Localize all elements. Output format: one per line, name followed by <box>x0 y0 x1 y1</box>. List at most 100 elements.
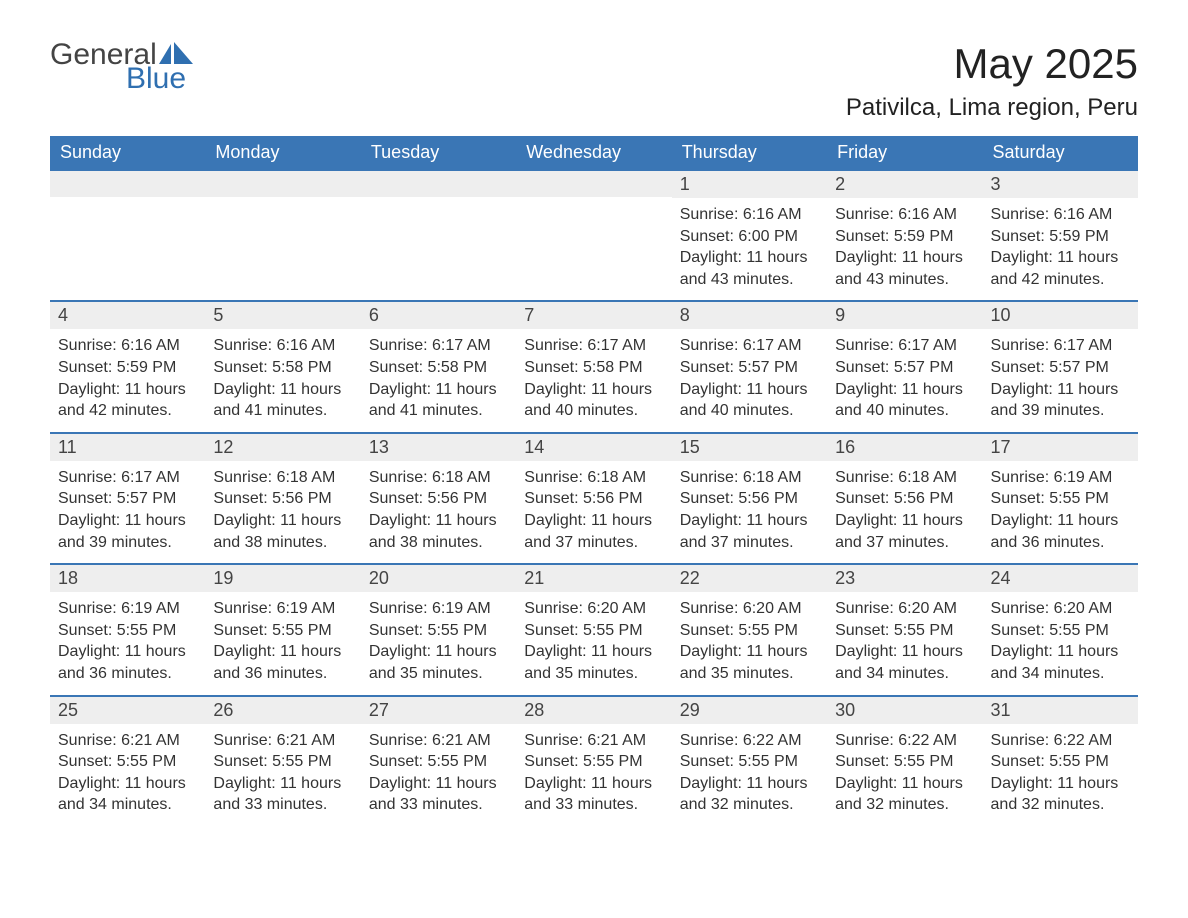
daylight-text: Daylight: 11 hours and 40 minutes. <box>524 379 663 422</box>
weekday-header: Tuesday <box>361 136 516 169</box>
month-title: May 2025 <box>846 40 1138 88</box>
sunset-text: Sunset: 5:55 PM <box>524 751 663 773</box>
sunset-text: Sunset: 5:55 PM <box>369 620 508 642</box>
daylight-text: Daylight: 11 hours and 33 minutes. <box>213 773 352 816</box>
sunrise-text: Sunrise: 6:17 AM <box>369 335 508 357</box>
day-cell: 17Sunrise: 6:19 AMSunset: 5:55 PMDayligh… <box>983 434 1138 563</box>
day-number: 26 <box>205 697 360 724</box>
day-cell: 21Sunrise: 6:20 AMSunset: 5:55 PMDayligh… <box>516 565 671 694</box>
sunrise-text: Sunrise: 6:20 AM <box>991 598 1130 620</box>
day-number: 4 <box>50 302 205 329</box>
day-number <box>361 171 516 197</box>
day-number: 5 <box>205 302 360 329</box>
sunset-text: Sunset: 5:55 PM <box>835 620 974 642</box>
day-number: 6 <box>361 302 516 329</box>
week-row: 25Sunrise: 6:21 AMSunset: 5:55 PMDayligh… <box>50 695 1138 826</box>
day-cell: 9Sunrise: 6:17 AMSunset: 5:57 PMDaylight… <box>827 302 982 431</box>
daylight-text: Daylight: 11 hours and 39 minutes. <box>58 510 197 553</box>
day-details: Sunrise: 6:18 AMSunset: 5:56 PMDaylight:… <box>205 461 360 563</box>
day-number: 2 <box>827 171 982 198</box>
day-details: Sunrise: 6:20 AMSunset: 5:55 PMDaylight:… <box>672 592 827 694</box>
day-cell: 28Sunrise: 6:21 AMSunset: 5:55 PMDayligh… <box>516 697 671 826</box>
sunrise-text: Sunrise: 6:17 AM <box>680 335 819 357</box>
day-number: 10 <box>983 302 1138 329</box>
day-number: 25 <box>50 697 205 724</box>
day-number: 3 <box>983 171 1138 198</box>
sunrise-text: Sunrise: 6:22 AM <box>680 730 819 752</box>
calendar: Sunday Monday Tuesday Wednesday Thursday… <box>50 136 1138 826</box>
day-number: 1 <box>672 171 827 198</box>
daylight-text: Daylight: 11 hours and 37 minutes. <box>524 510 663 553</box>
sunrise-text: Sunrise: 6:16 AM <box>213 335 352 357</box>
day-number: 29 <box>672 697 827 724</box>
sunset-text: Sunset: 5:55 PM <box>991 620 1130 642</box>
day-number: 17 <box>983 434 1138 461</box>
day-cell: 22Sunrise: 6:20 AMSunset: 5:55 PMDayligh… <box>672 565 827 694</box>
day-cell: 6Sunrise: 6:17 AMSunset: 5:58 PMDaylight… <box>361 302 516 431</box>
sunrise-text: Sunrise: 6:22 AM <box>991 730 1130 752</box>
daylight-text: Daylight: 11 hours and 34 minutes. <box>835 641 974 684</box>
day-cell: 5Sunrise: 6:16 AMSunset: 5:58 PMDaylight… <box>205 302 360 431</box>
daylight-text: Daylight: 11 hours and 35 minutes. <box>369 641 508 684</box>
day-details: Sunrise: 6:18 AMSunset: 5:56 PMDaylight:… <box>361 461 516 563</box>
day-cell: 10Sunrise: 6:17 AMSunset: 5:57 PMDayligh… <box>983 302 1138 431</box>
sunset-text: Sunset: 5:55 PM <box>58 751 197 773</box>
daylight-text: Daylight: 11 hours and 43 minutes. <box>680 247 819 290</box>
sunrise-text: Sunrise: 6:17 AM <box>991 335 1130 357</box>
sunset-text: Sunset: 5:55 PM <box>369 751 508 773</box>
daylight-text: Daylight: 11 hours and 39 minutes. <box>991 379 1130 422</box>
day-cell: 16Sunrise: 6:18 AMSunset: 5:56 PMDayligh… <box>827 434 982 563</box>
daylight-text: Daylight: 11 hours and 38 minutes. <box>213 510 352 553</box>
sunrise-text: Sunrise: 6:16 AM <box>58 335 197 357</box>
weekday-header: Wednesday <box>516 136 671 169</box>
weekday-header: Monday <box>205 136 360 169</box>
logo-text-blue: Blue <box>126 64 186 94</box>
day-details: Sunrise: 6:16 AMSunset: 6:00 PMDaylight:… <box>672 198 827 300</box>
weeks-container: 1Sunrise: 6:16 AMSunset: 6:00 PMDaylight… <box>50 169 1138 826</box>
day-details: Sunrise: 6:21 AMSunset: 5:55 PMDaylight:… <box>361 724 516 826</box>
daylight-text: Daylight: 11 hours and 38 minutes. <box>369 510 508 553</box>
sunset-text: Sunset: 5:55 PM <box>991 488 1130 510</box>
day-cell: 23Sunrise: 6:20 AMSunset: 5:55 PMDayligh… <box>827 565 982 694</box>
day-details: Sunrise: 6:19 AMSunset: 5:55 PMDaylight:… <box>205 592 360 694</box>
logo: General Blue <box>50 40 193 94</box>
day-number: 28 <box>516 697 671 724</box>
day-number: 13 <box>361 434 516 461</box>
day-details: Sunrise: 6:22 AMSunset: 5:55 PMDaylight:… <box>672 724 827 826</box>
day-cell: 4Sunrise: 6:16 AMSunset: 5:59 PMDaylight… <box>50 302 205 431</box>
daylight-text: Daylight: 11 hours and 32 minutes. <box>835 773 974 816</box>
sunset-text: Sunset: 5:57 PM <box>58 488 197 510</box>
day-details: Sunrise: 6:18 AMSunset: 5:56 PMDaylight:… <box>827 461 982 563</box>
day-number: 20 <box>361 565 516 592</box>
day-number: 23 <box>827 565 982 592</box>
day-number: 16 <box>827 434 982 461</box>
week-row: 11Sunrise: 6:17 AMSunset: 5:57 PMDayligh… <box>50 432 1138 563</box>
day-details: Sunrise: 6:16 AMSunset: 5:59 PMDaylight:… <box>50 329 205 431</box>
day-details: Sunrise: 6:19 AMSunset: 5:55 PMDaylight:… <box>361 592 516 694</box>
day-cell: 7Sunrise: 6:17 AMSunset: 5:58 PMDaylight… <box>516 302 671 431</box>
daylight-text: Daylight: 11 hours and 40 minutes. <box>680 379 819 422</box>
location-text: Pativilca, Lima region, Peru <box>846 94 1138 122</box>
day-cell: 8Sunrise: 6:17 AMSunset: 5:57 PMDaylight… <box>672 302 827 431</box>
weekday-header: Friday <box>827 136 982 169</box>
sunset-text: Sunset: 5:55 PM <box>524 620 663 642</box>
daylight-text: Daylight: 11 hours and 32 minutes. <box>991 773 1130 816</box>
sunrise-text: Sunrise: 6:19 AM <box>213 598 352 620</box>
sunset-text: Sunset: 5:55 PM <box>680 751 819 773</box>
sunset-text: Sunset: 5:57 PM <box>835 357 974 379</box>
day-number: 12 <box>205 434 360 461</box>
daylight-text: Daylight: 11 hours and 43 minutes. <box>835 247 974 290</box>
daylight-text: Daylight: 11 hours and 41 minutes. <box>369 379 508 422</box>
day-cell: 24Sunrise: 6:20 AMSunset: 5:55 PMDayligh… <box>983 565 1138 694</box>
day-details: Sunrise: 6:22 AMSunset: 5:55 PMDaylight:… <box>827 724 982 826</box>
day-cell <box>205 171 360 300</box>
day-details: Sunrise: 6:21 AMSunset: 5:55 PMDaylight:… <box>50 724 205 826</box>
day-details: Sunrise: 6:19 AMSunset: 5:55 PMDaylight:… <box>983 461 1138 563</box>
day-cell: 19Sunrise: 6:19 AMSunset: 5:55 PMDayligh… <box>205 565 360 694</box>
day-cell <box>50 171 205 300</box>
sunset-text: Sunset: 5:57 PM <box>680 357 819 379</box>
sunset-text: Sunset: 5:56 PM <box>369 488 508 510</box>
sunset-text: Sunset: 5:55 PM <box>58 620 197 642</box>
weekday-header: Saturday <box>983 136 1138 169</box>
day-cell: 15Sunrise: 6:18 AMSunset: 5:56 PMDayligh… <box>672 434 827 563</box>
